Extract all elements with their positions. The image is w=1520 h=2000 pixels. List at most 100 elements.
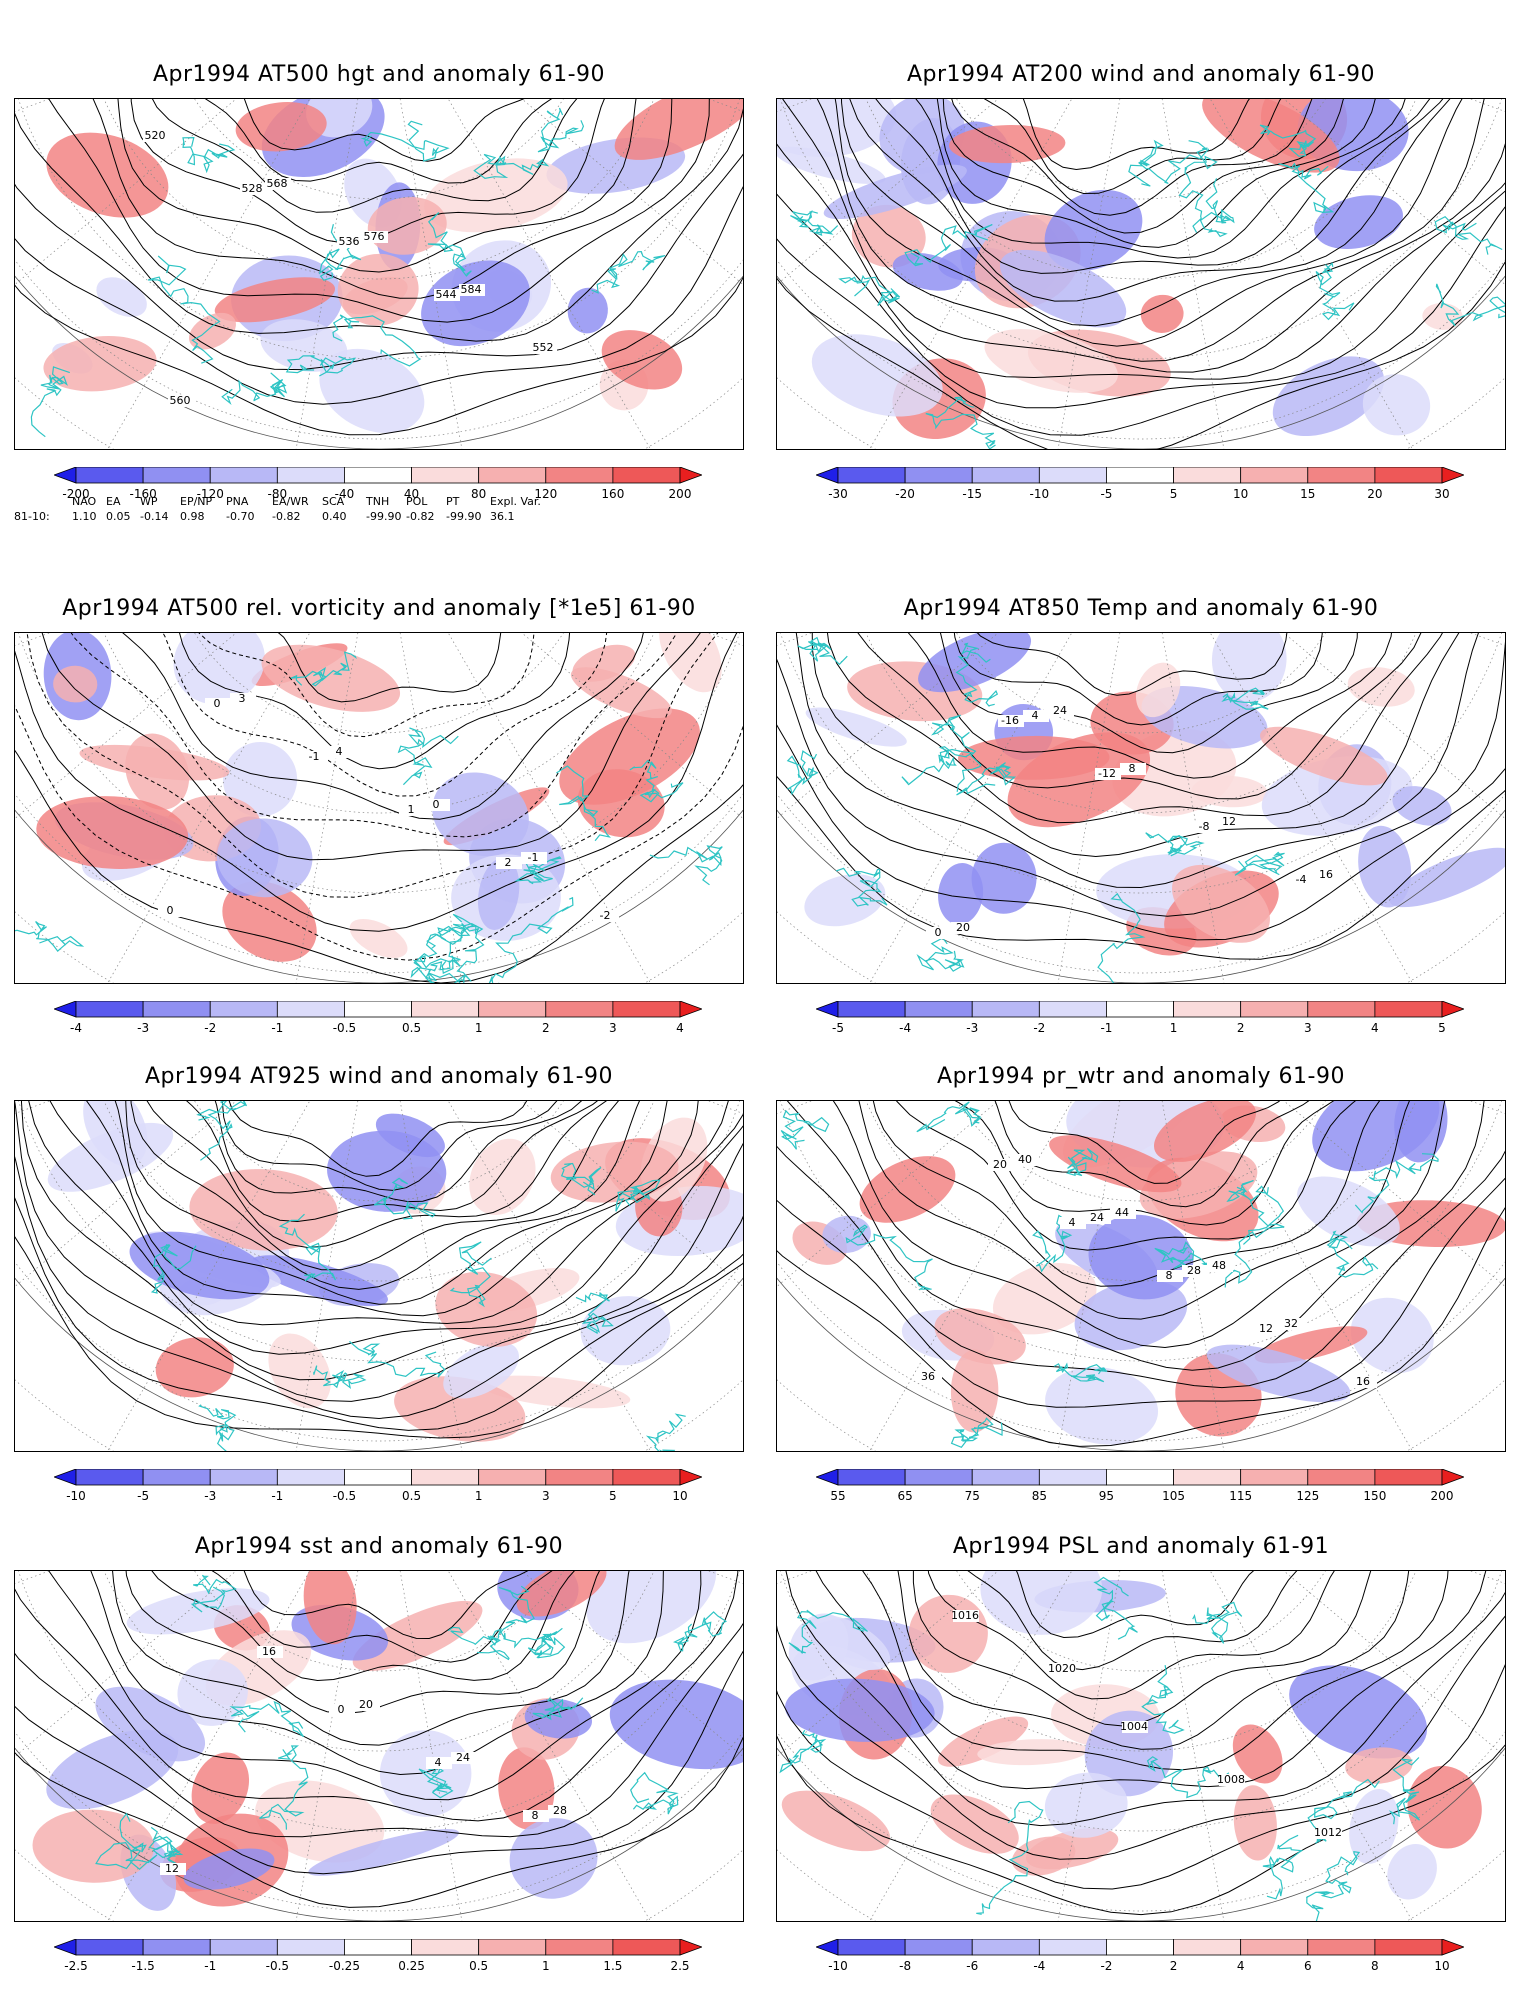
contour-label: 1 — [408, 803, 415, 816]
negative-anomaly — [421, 260, 530, 347]
contour-label: 576 — [364, 230, 385, 243]
coastline — [1305, 1891, 1334, 1921]
coastline — [1053, 1362, 1108, 1383]
negative-anomaly — [777, 99, 897, 157]
meridian — [399, 633, 463, 983]
contour-line — [122, 633, 644, 820]
contour-label-bg — [302, 751, 328, 763]
colorbar-tick-label: 2 — [1169, 1959, 1178, 1973]
latlon-grid — [777, 99, 1505, 449]
positive-anomaly — [577, 769, 665, 838]
contour-line — [953, 633, 1323, 726]
contour-labels: 520 528 536 544 552 560 568 576 584 — [143, 129, 557, 407]
meridian — [447, 1571, 651, 1921]
colorbar-tick-label: 80 — [471, 487, 487, 501]
colorbar-tick-label: 5 — [1169, 487, 1178, 501]
negative-anomaly — [96, 277, 147, 317]
contour-label-bg — [1048, 705, 1074, 717]
positive-anomaly — [349, 918, 408, 958]
coastlines — [779, 1576, 1420, 1921]
contour-lines — [15, 633, 743, 983]
meridian — [1057, 1101, 1121, 1451]
contour-label-bg — [1207, 1260, 1233, 1272]
colorbar-tick-label: 105 — [1162, 1489, 1185, 1503]
contour-label: 0 — [338, 1703, 345, 1716]
colorbar-swatch — [1106, 1001, 1174, 1018]
streamline — [849, 99, 1444, 302]
colorbar-swatch — [904, 467, 973, 484]
map-200wind — [776, 98, 1506, 450]
colorbar-min-arrow — [816, 1939, 839, 1956]
contour-label-bg — [240, 183, 266, 195]
contour-labels: 0 -1 1 2 -2 3 4 0 -1 0 — [158, 692, 619, 922]
meridian — [521, 99, 743, 285]
map-svg — [777, 99, 1505, 449]
colorbar-tick-label: -1.5 — [131, 1959, 155, 1973]
negative-anomaly — [126, 1588, 270, 1635]
colorbar-swatch — [276, 1939, 345, 1956]
colorbar: -200 -160 -120 -80 -40 40 80 120 160 200 — [54, 467, 702, 501]
colorbar-tick-label: -15 — [962, 487, 983, 501]
colorbar-swatch — [1374, 1001, 1443, 1018]
contour-line — [15, 153, 743, 371]
positive-anomaly — [79, 744, 230, 781]
colorbar-tick-label: 40 — [403, 487, 420, 501]
contour-label-bg — [158, 905, 184, 917]
contour-line — [179, 633, 571, 770]
contour-line — [1016, 1571, 1255, 1639]
negative-anomaly — [804, 874, 886, 927]
map-925wind — [14, 1100, 744, 1452]
colorbar-swatch — [1307, 1001, 1376, 1018]
map-svg: -16 -12 -8 -4 0 4 8 12 16 20 24 — [777, 633, 1505, 983]
contour-line — [939, 633, 1358, 754]
contour-line — [211, 1571, 553, 1663]
streamline — [1022, 99, 1250, 171]
coastline — [560, 1162, 602, 1196]
contour-line — [41, 633, 701, 861]
map-500hgt: 520 528 536 544 552 560 568 576 584 — [14, 98, 744, 450]
contour-line — [777, 1664, 1505, 1890]
coastline — [1234, 851, 1285, 876]
latlon-grid — [777, 1571, 1505, 1921]
contour-line — [15, 108, 743, 342]
negative-anomaly — [477, 857, 520, 930]
colorbar-swatch — [612, 1939, 681, 1956]
negative-anomaly — [918, 633, 1032, 693]
contour-label-bg — [160, 1863, 186, 1875]
negative-anomaly — [509, 1818, 598, 1899]
colorbar-swatch — [545, 1469, 614, 1486]
index-header: TNH — [366, 495, 390, 508]
colorbar-swatch — [411, 1001, 480, 1018]
contour-label: -8 — [1199, 820, 1210, 833]
contour-label: -1 — [528, 851, 539, 864]
contour-labels: -16 -12 -8 -4 0 4 8 12 16 20 24 — [926, 704, 1340, 939]
contour-label: 4 — [1069, 1216, 1076, 1229]
colorbar-swatch — [1106, 1939, 1174, 1956]
meridian — [777, 1101, 999, 1287]
coastline — [182, 136, 236, 174]
contour-line — [777, 641, 1505, 917]
contour-line — [777, 1145, 1505, 1389]
colorbar-swatch — [837, 467, 906, 484]
coastline — [790, 209, 839, 236]
contour-label-bg — [1157, 1270, 1183, 1282]
colorbar-swatch — [478, 467, 547, 484]
streamline — [777, 261, 1505, 449]
contour-label: -2 — [600, 909, 611, 922]
contour-line — [777, 724, 1505, 941]
positive-anomaly — [1233, 1785, 1277, 1861]
index-header: Expl. Var. — [490, 495, 541, 508]
colorbar-swatch — [411, 467, 480, 484]
coastline — [1146, 1756, 1230, 1799]
contour-label-bg — [951, 922, 977, 934]
coastline — [556, 765, 611, 842]
contour-line — [927, 1571, 1335, 1700]
contour-label: 1004 — [1120, 1720, 1148, 1733]
colorbar-swatch — [904, 1469, 973, 1486]
colorbar-swatch — [1173, 1001, 1242, 1018]
coastline — [1224, 1185, 1285, 1288]
contour-line — [857, 633, 1422, 800]
meridian — [1057, 1571, 1121, 1921]
panel-title: Apr1994 AT200 wind and anomaly 61-90 — [906, 62, 1376, 87]
colorbar-tick-label: 120 — [534, 487, 558, 501]
